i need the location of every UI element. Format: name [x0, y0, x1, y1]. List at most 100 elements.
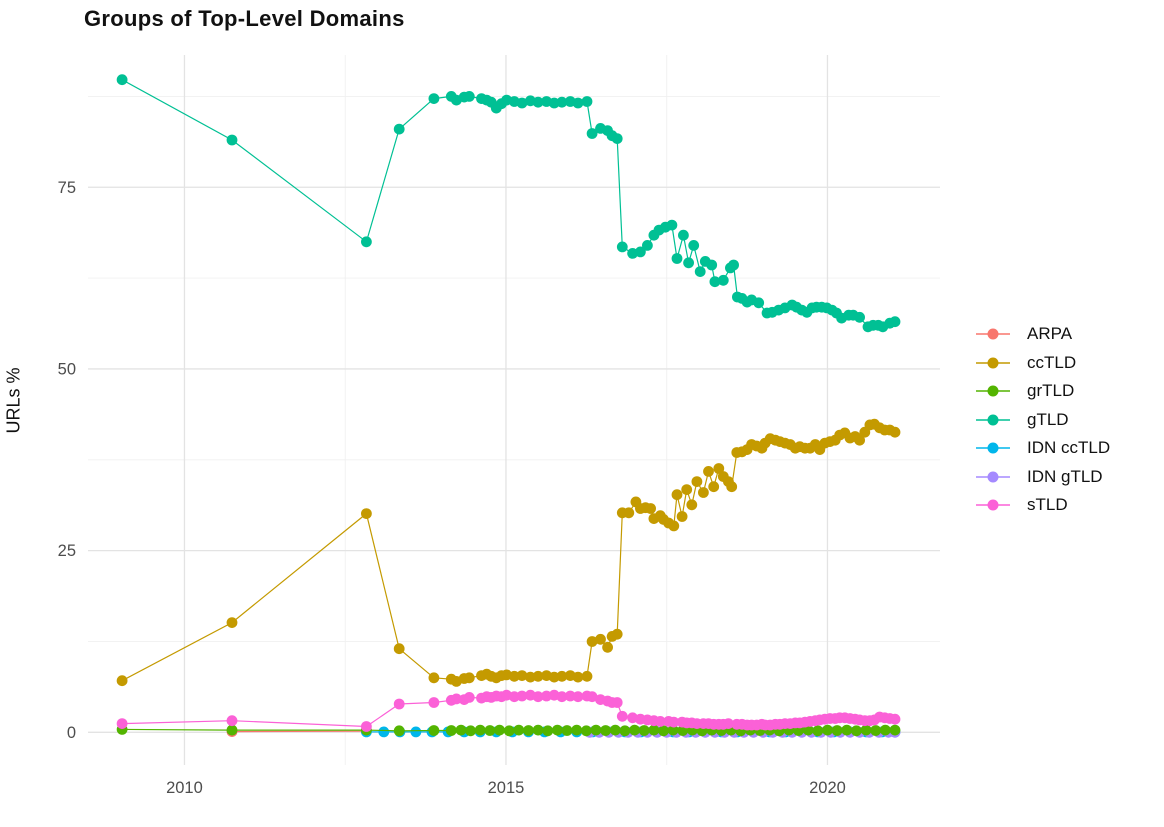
- data-point: [600, 725, 611, 736]
- legend-key-icon: [976, 499, 1010, 511]
- legend-key-icon: [976, 442, 1010, 454]
- x-tick-label: 2015: [488, 779, 525, 797]
- data-point: [609, 724, 621, 736]
- data-point: [709, 276, 721, 288]
- data-point: [726, 481, 738, 493]
- data-point: [463, 672, 475, 684]
- data-point: [516, 97, 528, 109]
- legend-label: ARPA: [1027, 324, 1073, 344]
- legend-item-idn-gtld: IDN gTLD: [975, 463, 1110, 492]
- legend-item-stld: sTLD: [975, 491, 1110, 520]
- data-point: [889, 316, 901, 328]
- data-point: [645, 503, 656, 514]
- legend-label: sTLD: [1027, 495, 1068, 515]
- y-tick-label: 75: [58, 179, 76, 197]
- data-point: [572, 671, 584, 683]
- data-point: [713, 463, 725, 474]
- data-point: [361, 236, 372, 248]
- data-point: [516, 690, 528, 702]
- data-point: [226, 617, 238, 628]
- data-point: [686, 499, 698, 511]
- legend-item-idn-cctld: IDN ccTLD: [975, 434, 1110, 463]
- data-point: [581, 96, 593, 107]
- data-point: [463, 91, 475, 102]
- data-point: [484, 725, 496, 736]
- data-point: [116, 74, 128, 86]
- data-point: [841, 724, 853, 736]
- data-point: [361, 508, 372, 519]
- data-point: [812, 725, 824, 737]
- data-point: [556, 691, 568, 703]
- data-point: [393, 123, 405, 135]
- data-point: [572, 97, 584, 109]
- data-point: [688, 240, 700, 251]
- data-point: [561, 725, 573, 736]
- series-cctld: [116, 418, 901, 687]
- series-gtld: [116, 74, 901, 333]
- legend-item-arpa: ARPA: [975, 320, 1110, 349]
- data-point: [581, 670, 593, 682]
- legend-key-icon: [976, 471, 1010, 483]
- data-point: [889, 724, 901, 736]
- data-point: [580, 725, 592, 737]
- legend-item-grtld: grTLD: [975, 377, 1110, 406]
- data-point: [889, 426, 901, 438]
- data-point: [691, 476, 703, 487]
- data-point: [410, 726, 422, 738]
- data-point: [513, 724, 525, 736]
- data-point: [694, 266, 706, 277]
- legend-key-icon: [976, 357, 1010, 369]
- data-point: [590, 724, 602, 736]
- legend-label: IDN gTLD: [1027, 466, 1103, 486]
- data-point: [676, 511, 688, 522]
- data-point: [666, 219, 678, 231]
- data-point: [635, 246, 646, 258]
- data-point: [708, 481, 720, 493]
- data-point: [455, 724, 467, 736]
- y-axis-tick-labels: 0 25 50 75: [58, 179, 76, 742]
- data-point: [611, 628, 623, 640]
- data-point: [658, 725, 669, 737]
- legend-item-cctld: ccTLD: [975, 349, 1110, 378]
- data-point: [654, 716, 666, 727]
- data-point: [494, 724, 505, 736]
- data-point: [556, 96, 568, 108]
- data-point: [870, 725, 882, 736]
- data-point: [532, 691, 544, 703]
- data-point: [465, 725, 476, 737]
- data-point: [668, 716, 680, 728]
- data-point: [572, 691, 584, 703]
- legend-label: IDN ccTLD: [1027, 438, 1111, 458]
- gridlines-major: [88, 55, 940, 765]
- data-point: [619, 725, 631, 737]
- data-point: [586, 128, 598, 139]
- data-point: [503, 725, 515, 737]
- legend-label: ccTLD: [1027, 352, 1077, 372]
- data-point: [451, 693, 462, 705]
- legend-key-icon: [976, 414, 1010, 426]
- x-tick-label: 2010: [166, 779, 203, 797]
- data-point: [226, 724, 238, 736]
- series-line: [121, 423, 896, 683]
- data-point: [717, 274, 729, 286]
- data-point: [728, 259, 739, 271]
- data-point: [586, 691, 598, 703]
- data-point: [516, 670, 528, 681]
- data-point: [681, 484, 693, 495]
- data-point: [611, 133, 623, 145]
- data-point: [532, 670, 544, 682]
- data-point: [698, 487, 709, 498]
- data-point: [851, 725, 862, 737]
- data-point: [116, 718, 128, 729]
- data-point: [463, 692, 475, 703]
- data-point: [629, 724, 640, 736]
- data-point: [860, 724, 872, 736]
- x-tick-label: 2020: [809, 779, 846, 797]
- data-point: [393, 698, 405, 710]
- data-point: [822, 724, 833, 736]
- data-point: [226, 134, 238, 146]
- data-point: [428, 93, 440, 104]
- gridlines-minor: [88, 55, 940, 765]
- data-point: [616, 241, 628, 253]
